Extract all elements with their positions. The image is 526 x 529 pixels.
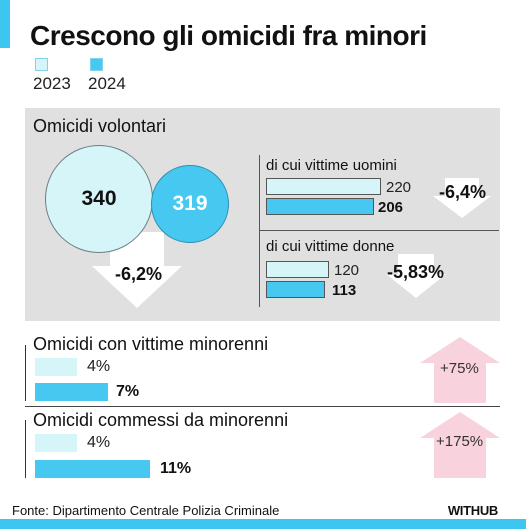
value-2024: 319 [172,192,208,215]
women-change: -5,83% [387,262,445,282]
down-arrow-icon [92,232,182,308]
vertical-divider [259,155,260,307]
minor-victims-bar-2023 [35,358,77,376]
section-rule [25,345,26,401]
minor-perpetrators-bar-2023 [35,434,77,452]
up-arrow-icon [420,412,500,478]
circle-2024: 319 [151,165,229,243]
panel-title: Omicidi volontari [33,116,167,136]
minor-perpetrators-title: Omicidi commessi da minorenni [33,410,289,430]
minor-victims-change: +75% [440,360,479,377]
minor-victims-title: Omicidi con vittime minorenni [33,334,269,354]
logo: WITHUB [447,503,498,518]
women-value-2024: 113 [332,282,357,299]
page-title: Crescono gli omicidi fra minori [30,20,427,51]
value-2023: 340 [81,187,117,210]
down-arrow-icon [433,178,491,218]
men-label: di cui vittime uomini [266,157,397,174]
total-change: -6,2% [115,264,163,284]
legend-label-2023: 2023 [33,74,71,93]
men-value-2023: 220 [386,179,412,196]
source-note: Fonte: Dipartimento Centrale Polizia Cri… [12,503,280,518]
bottom-accent-bar [0,519,526,529]
accent-bar [0,0,10,48]
circle-2023: 340 [45,145,153,253]
minor-perpetrators-change: +175% [436,433,484,450]
legend-swatch-2023 [35,58,48,71]
women-label: di cui vittime donne [266,238,395,255]
men-bar-2024 [266,198,374,215]
legend-swatch-2024 [90,58,103,71]
minor-victims-value-2024: 7% [116,383,140,400]
men-bar-2023 [266,178,381,195]
up-arrow-icon [420,337,500,403]
men-value-2024: 206 [378,199,404,216]
minor-perpetrators-value-2024: 11% [160,460,192,477]
horizontal-divider [259,230,499,231]
minor-perpetrators-bar-2024 [35,460,150,478]
section-divider [25,406,500,407]
section-rule [25,420,26,478]
minor-victims-bar-2024 [35,383,109,401]
minor-perpetrators-value-2023: 4% [87,434,111,451]
minor-victims-value-2023: 4% [87,358,111,375]
women-value-2023: 120 [334,262,360,279]
down-arrow-icon [386,254,446,298]
legend-label-2024: 2024 [88,74,126,93]
men-change: -6,4% [439,182,487,202]
women-bar-2024 [266,281,326,298]
women-bar-2023 [266,261,329,278]
